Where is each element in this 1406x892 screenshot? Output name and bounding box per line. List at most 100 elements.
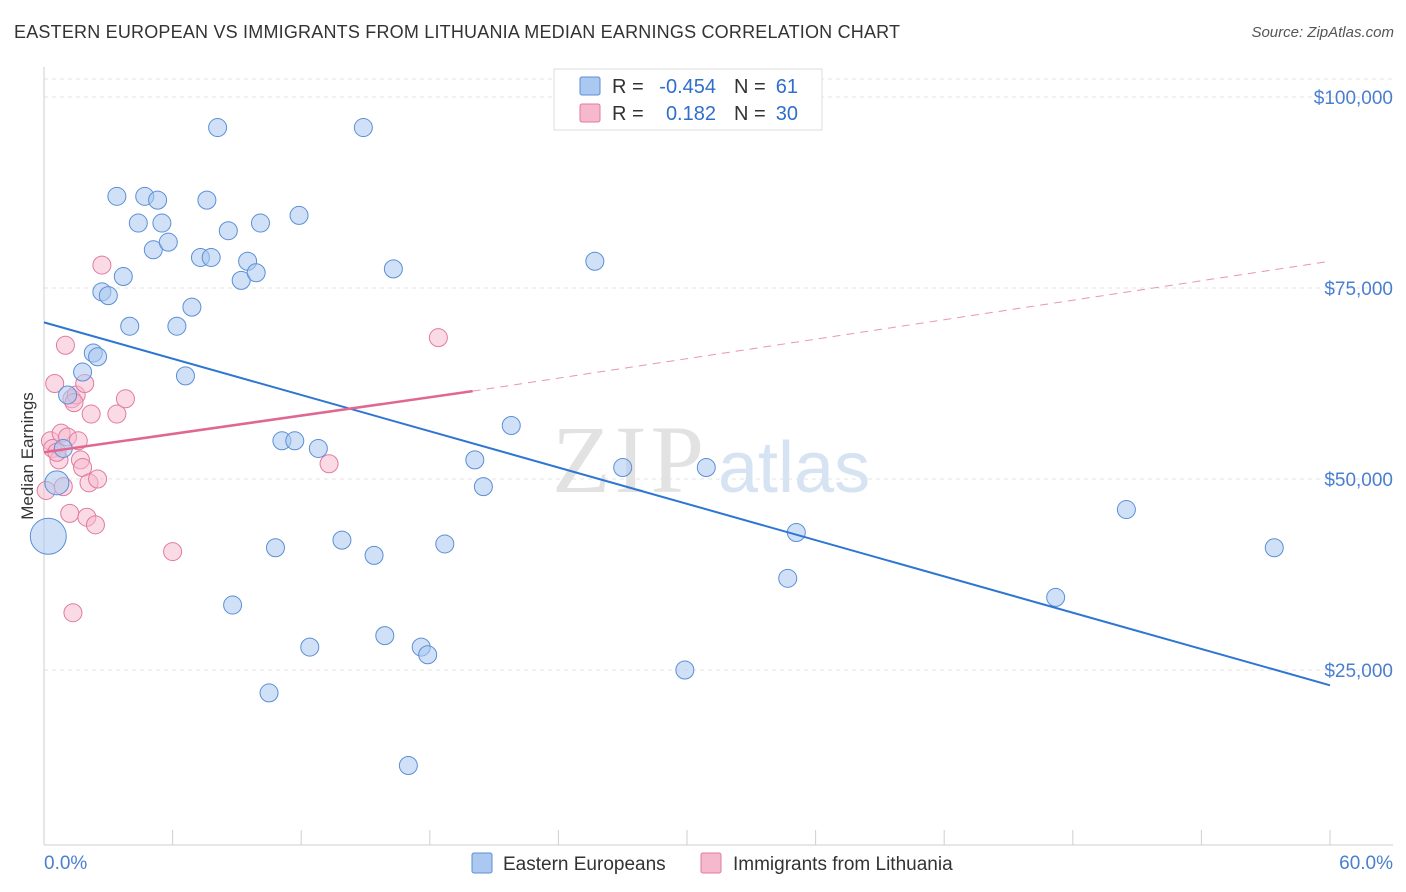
eastern-point-1	[44, 470, 70, 496]
eastern-point-23	[201, 247, 221, 267]
bottom-legend-swatch-blue	[471, 852, 493, 874]
lithuania-point-25	[163, 542, 183, 562]
eastern-point-6	[88, 347, 108, 367]
chart-title: EASTERN EUROPEAN VS IMMIGRANTS FROM LITH…	[14, 22, 901, 42]
eastern-point-51	[613, 458, 633, 478]
bottom-legend-label-lithuania: Immigrants from Lithuania	[733, 854, 953, 875]
lithuania-point-22	[92, 255, 112, 275]
y-tick-label-1: $50,000	[1324, 470, 1393, 491]
eastern-point-42	[383, 259, 403, 279]
eastern-point-45	[418, 645, 438, 665]
legend-n-label-2: N =	[734, 103, 766, 125]
eastern-point-19	[175, 366, 195, 386]
eastern-point-56	[1046, 587, 1066, 607]
eastern-trend-line	[43, 321, 1331, 687]
x-tick-min: 0.0%	[44, 853, 87, 874]
lithuania-point-7	[55, 335, 75, 355]
eastern-point-14	[143, 240, 163, 260]
lithuania-point-26	[319, 454, 339, 474]
legend-swatch-blue	[579, 76, 601, 96]
legend-r-label-1: R =	[612, 76, 644, 98]
eastern-point-41	[375, 626, 395, 646]
eastern-point-57	[1116, 500, 1136, 520]
eastern-point-53	[696, 458, 716, 478]
eastern-point-29	[246, 263, 266, 283]
lithuania-point-24	[115, 389, 135, 409]
source-label: Source: ZipAtlas.com	[1251, 24, 1394, 41]
legend-r-label-2: R =	[612, 103, 644, 125]
eastern-point-26	[223, 595, 243, 615]
lithuania-point-3	[45, 374, 65, 393]
lithuania-point-21	[88, 469, 108, 489]
watermark-atlas: atlas	[718, 428, 870, 508]
eastern-point-39	[353, 118, 373, 138]
lithuania-trend-line	[43, 389, 473, 454]
eastern-point-18	[167, 316, 187, 336]
legend-swatch-pink	[579, 103, 601, 123]
eastern-point-27	[231, 270, 251, 290]
lithuania-point-11	[63, 603, 83, 623]
y-tick-labels: $25,000 $50,000 $75,000 $100,000	[1314, 88, 1393, 682]
eastern-point-58	[1264, 538, 1284, 558]
eastern-point-0	[29, 517, 67, 555]
eastern-point-24	[208, 118, 228, 138]
lithuania-point-13	[68, 431, 88, 451]
y-axis-label: Median Earnings	[18, 392, 37, 520]
eastern-point-52	[675, 660, 695, 680]
legend-r-value-1: -0.454	[659, 76, 716, 98]
series-legend: Eastern Europeans Immigrants from Lithua…	[471, 852, 953, 875]
axes	[43, 67, 1393, 846]
eastern-point-11	[120, 316, 140, 336]
eastern-point-16	[152, 213, 172, 233]
eastern-point-34	[285, 431, 305, 451]
lithuania-point-23	[107, 404, 127, 424]
y-tick-label-3: $100,000	[1314, 88, 1393, 109]
eastern-point-17	[158, 232, 178, 252]
lithuania-trend-extension	[472, 260, 1331, 392]
eastern-point-22	[197, 190, 217, 210]
eastern-point-46	[435, 534, 455, 554]
eastern-point-47	[465, 450, 485, 470]
eastern-point-8	[98, 286, 118, 306]
eastern-point-4	[73, 362, 93, 382]
series-eastern-points	[29, 118, 1284, 775]
y-tick-label-0: $25,000	[1324, 661, 1393, 682]
watermark-zip: ZIP	[552, 406, 708, 513]
eastern-point-43	[398, 756, 418, 775]
eastern-point-25	[218, 221, 238, 241]
eastern-point-49	[501, 416, 521, 436]
series-lithuania-points	[36, 255, 448, 623]
bottom-legend-swatch-pink	[700, 852, 722, 874]
legend-r-value-2: 0.182	[666, 103, 716, 125]
watermark: ZIP atlas	[552, 406, 870, 513]
lithuania-point-27	[428, 328, 448, 348]
eastern-point-10	[113, 267, 133, 287]
bottom-legend-label-eastern: Eastern Europeans	[503, 854, 666, 875]
legend-n-value-2: 30	[776, 103, 798, 125]
lithuania-point-19	[81, 404, 101, 424]
lithuania-point-20	[85, 515, 105, 535]
eastern-point-37	[308, 438, 328, 458]
eastern-point-35	[289, 205, 309, 225]
trend-lines	[43, 260, 1331, 687]
legend-n-label-1: N =	[734, 76, 766, 98]
eastern-point-30	[250, 213, 270, 233]
y-tick-label-2: $75,000	[1324, 279, 1393, 300]
eastern-point-15	[148, 190, 168, 210]
eastern-point-36	[300, 637, 320, 657]
grid-lines	[44, 78, 1393, 671]
eastern-point-50	[585, 251, 605, 271]
eastern-point-54	[778, 568, 798, 588]
lithuania-point-9	[60, 503, 80, 523]
eastern-point-38	[332, 530, 352, 550]
correlation-legend: R = -0.454 N = 61 R = 0.182 N = 30	[553, 68, 823, 131]
eastern-point-3	[58, 385, 78, 405]
x-tick-max: 60.0%	[1339, 853, 1393, 874]
legend-n-value-1: 61	[776, 76, 798, 98]
eastern-point-48	[473, 477, 493, 497]
eastern-point-20	[182, 297, 202, 317]
eastern-point-32	[265, 538, 285, 558]
eastern-point-12	[128, 213, 148, 233]
eastern-point-31	[259, 683, 279, 703]
